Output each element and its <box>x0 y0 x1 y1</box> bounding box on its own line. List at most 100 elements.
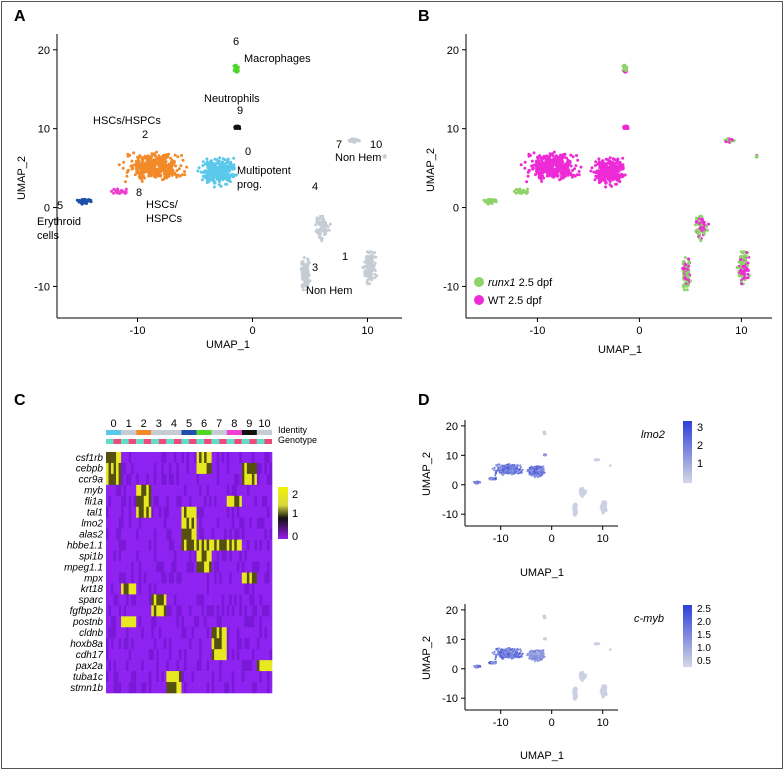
umap-point <box>365 268 369 272</box>
multipotent-label-1: Multipotent <box>237 165 291 177</box>
umap-point <box>382 155 386 158</box>
identity-bar <box>106 430 122 435</box>
umap-point <box>700 217 704 221</box>
colorbar-tick-1: 1 <box>292 508 298 520</box>
umap-point <box>204 162 207 166</box>
umap-point <box>599 166 603 170</box>
umap-point <box>300 262 304 266</box>
umap-point <box>686 284 690 288</box>
umap-point <box>548 155 552 159</box>
umap-point <box>599 177 603 181</box>
umap-point <box>493 469 496 472</box>
umap-point <box>153 164 157 168</box>
umap-point <box>518 655 521 659</box>
umap-point <box>534 649 537 652</box>
umap-point <box>213 163 217 167</box>
umap-point <box>494 656 498 659</box>
nonhem-top-label: Non Hem <box>335 152 381 164</box>
umap-point <box>598 162 602 166</box>
umap-point <box>699 226 703 229</box>
umap-point <box>200 178 204 182</box>
umap-point <box>165 173 169 177</box>
umap-point <box>543 431 546 434</box>
heatmap-cluster-number: 1 <box>126 418 132 430</box>
umap-point <box>149 172 153 176</box>
umap-point <box>129 164 133 168</box>
umap-point <box>618 174 621 177</box>
umap-point <box>525 190 529 194</box>
umap-point <box>542 649 545 652</box>
umap-point <box>504 464 507 467</box>
umap-point <box>162 177 166 181</box>
umap-point <box>227 168 231 172</box>
umap-point <box>204 175 208 179</box>
umap-point <box>181 158 185 162</box>
umap-point <box>149 157 153 161</box>
umap-point <box>621 156 625 160</box>
umap-point <box>85 202 88 205</box>
umap-point <box>613 170 617 174</box>
umap-point <box>306 275 310 279</box>
umap-point <box>146 161 150 165</box>
umap-point <box>178 174 182 178</box>
umap-point <box>234 126 238 130</box>
heatmap-gene-label: hoxb8a <box>70 639 103 650</box>
umap-point <box>499 467 502 470</box>
umap-point <box>528 466 532 469</box>
macrophages-label: Macrophages <box>244 53 311 65</box>
umap-point <box>224 182 228 186</box>
umap-point <box>124 190 128 194</box>
umap-point <box>593 164 597 167</box>
umap-point <box>369 250 372 254</box>
umap-point <box>157 154 161 158</box>
umap-point <box>217 175 221 179</box>
umap-point <box>613 174 617 178</box>
umap-point <box>536 465 539 468</box>
umap-point <box>528 656 532 659</box>
genotype-bar <box>234 439 242 444</box>
umap-point <box>548 152 552 156</box>
umap-point <box>540 160 544 164</box>
y-tick-label: 10 <box>38 124 50 136</box>
umap-point <box>543 615 546 618</box>
umap-point <box>130 167 134 171</box>
identity-bar <box>181 430 197 435</box>
umap-point <box>615 178 619 182</box>
umap-point <box>542 469 545 472</box>
umap-point <box>217 183 221 187</box>
heatmap-cluster-number: 0 <box>110 418 116 430</box>
umap-point <box>133 173 137 177</box>
umap-point <box>494 661 497 664</box>
umap-point <box>521 652 524 655</box>
umap-point <box>583 491 586 494</box>
umap-point <box>174 164 178 168</box>
umap-point <box>526 187 529 191</box>
genotype-bar <box>173 439 182 444</box>
umap-point <box>363 260 367 264</box>
umap-point <box>513 471 517 474</box>
umap-point <box>614 182 618 186</box>
umap-point <box>608 175 611 179</box>
x-tick-label: 10 <box>361 325 373 337</box>
identity-bar <box>256 430 272 435</box>
umap-point <box>151 160 155 164</box>
umap-point <box>475 480 478 483</box>
umap-point <box>569 164 573 168</box>
umap-point <box>176 155 180 159</box>
umap-point <box>513 655 517 658</box>
umap-point <box>685 288 689 292</box>
cluster-1-number: 1 <box>342 251 348 263</box>
y-tick-label: 0 <box>44 203 50 215</box>
umap-point <box>607 162 611 166</box>
umap-point <box>528 472 532 475</box>
genotype-bar <box>181 439 189 444</box>
umap-point <box>585 673 588 677</box>
umap-point <box>201 174 205 178</box>
umap-point <box>742 250 746 254</box>
umap-point <box>698 232 702 236</box>
umap-point <box>116 191 120 195</box>
genotype-bar <box>128 439 137 444</box>
umap-point <box>157 172 161 176</box>
umap-point <box>603 179 607 183</box>
umap-point <box>130 159 134 163</box>
